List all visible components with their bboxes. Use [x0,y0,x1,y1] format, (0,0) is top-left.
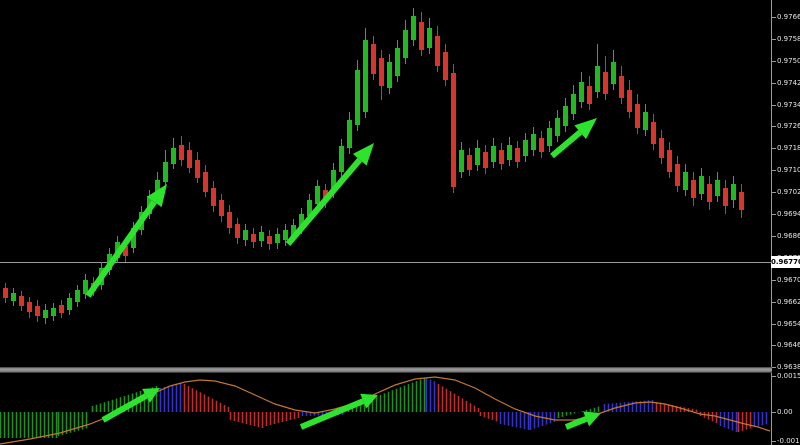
price-tick-label: 0.96705 [777,276,800,284]
trend-arrow-up [285,143,374,246]
price-tick-label: 0.96625 [777,298,800,306]
indicator-trend-arrow [299,393,378,430]
price-tick-label: 0.97025 [777,188,800,196]
indicator-histogram [0,378,768,438]
price-tick-label: 0.97425 [777,79,800,87]
current-price-badge: 0.96770 [771,256,800,268]
price-axis[interactable]: 0.97665 0.97585 0.97505 0.97425 0.97345 0.972… [771,0,800,445]
trend-arrow-up [85,184,167,298]
price-tick-label: 0.96945 [777,210,800,218]
panel-separator-handle[interactable] [0,367,772,373]
price-tick-label: 0.97265 [777,122,800,130]
price-tick-label: 0.97505 [777,57,800,65]
price-tick-label: 0.00 [777,408,793,416]
price-tick-label: 0.96385 [777,363,800,371]
price-tick-label: 0.97105 [777,166,800,174]
candles-layer [3,8,744,324]
price-tick-label: 0.00154 [777,372,800,380]
price-tick-label: -0.00154 [777,437,800,445]
indicator-signal-line [0,376,771,445]
trend-arrow-up [550,118,597,159]
indicator-trend-arrow [101,388,160,423]
price-tick-label: 0.96465 [777,341,800,349]
price-tick-label: 0.97585 [777,35,800,43]
price-tick-label: 0.96865 [777,232,800,240]
price-tick-label: 0.97665 [777,13,800,21]
price-tick-label: 0.96545 [777,320,800,328]
price-tick-label: 0.97345 [777,101,800,109]
price-tick-label: 0.97185 [777,144,800,152]
indicator-trend-arrow [564,411,601,430]
